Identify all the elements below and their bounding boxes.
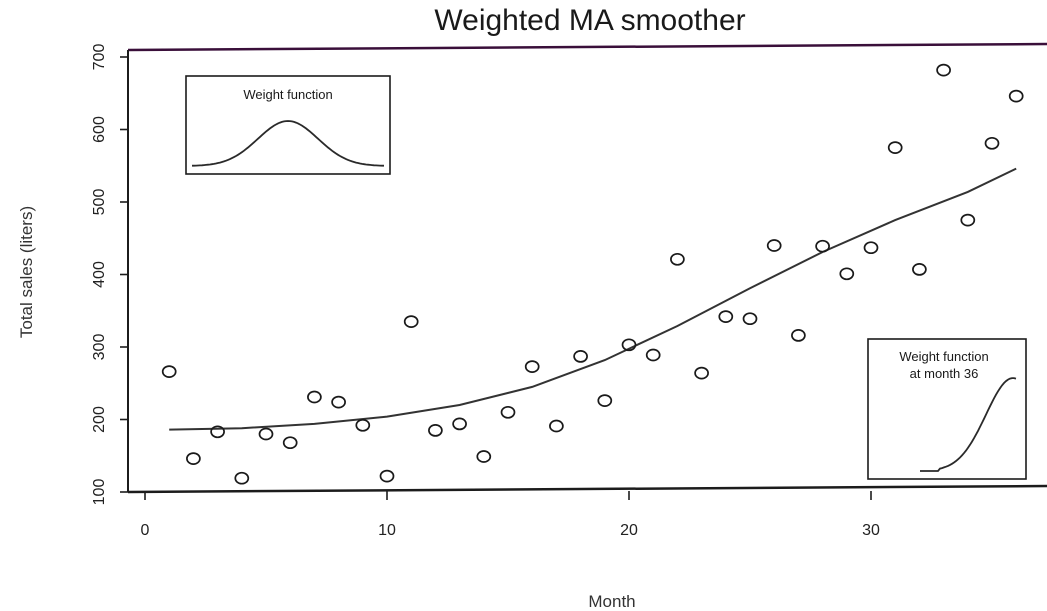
y-axis-ticks: 100 200 300 400 500 600 700 <box>91 44 128 506</box>
plot-area <box>127 42 1047 494</box>
smoother-series <box>169 167 1017 431</box>
data-point <box>670 252 685 266</box>
month36-weight-inset: Weight function at month 36 <box>867 338 1027 480</box>
x-tick-label: 30 <box>862 522 880 539</box>
inset-frame <box>185 75 391 175</box>
x-tick-label: 20 <box>620 522 638 539</box>
data-point <box>331 395 346 409</box>
y-tick-label: 600 <box>91 116 108 143</box>
chart-title: Weighted MA smoother <box>434 4 745 37</box>
data-point <box>984 136 1000 150</box>
y-tick-label: 500 <box>91 189 108 216</box>
x-tick-label: 10 <box>378 522 396 539</box>
data-point <box>573 350 588 363</box>
data-point <box>549 419 564 433</box>
data-point <box>1008 89 1024 103</box>
y-tick-label: 200 <box>91 406 108 433</box>
data-point <box>234 471 250 485</box>
y-tick-label: 700 <box>91 44 108 71</box>
smoother-line <box>169 167 1017 431</box>
data-point <box>766 239 782 252</box>
x-tick-label: 0 <box>141 522 150 539</box>
data-point <box>210 425 225 439</box>
data-point <box>815 239 830 253</box>
data-point <box>524 360 540 373</box>
data-point <box>839 267 855 281</box>
data-point <box>863 241 879 255</box>
inset-title: Weight function <box>243 87 332 102</box>
data-point <box>645 348 661 362</box>
y-axis-label: Total sales (liters) <box>17 206 36 338</box>
data-point <box>403 315 419 328</box>
data-point <box>500 405 516 419</box>
data-point <box>912 263 927 276</box>
data-point <box>355 418 371 432</box>
data-point <box>161 365 177 378</box>
y-tick-label: 400 <box>91 261 108 288</box>
weight-function-inset: Weight function <box>185 75 391 175</box>
data-point <box>282 436 298 450</box>
sales-points-series <box>161 63 1024 485</box>
data-point <box>186 452 201 465</box>
data-point <box>887 141 903 154</box>
data-point <box>742 312 758 326</box>
data-point <box>936 63 951 77</box>
data-point <box>307 390 322 404</box>
plot-bottom-border <box>127 484 1047 494</box>
y-tick-label: 300 <box>91 334 108 361</box>
data-point <box>258 427 274 441</box>
data-point <box>476 450 492 463</box>
data-point <box>452 417 467 431</box>
half-bell-weight-curve <box>920 377 1017 472</box>
bell-weight-curve <box>192 120 384 167</box>
x-axis-label: Month <box>588 592 635 611</box>
inset-title-line-2: at month 36 <box>910 366 979 381</box>
inset-title-line-1: Weight function <box>899 349 988 364</box>
y-tick-label: 100 <box>91 479 108 506</box>
data-point <box>791 329 806 342</box>
inset-frame <box>867 338 1027 480</box>
data-point <box>621 338 637 352</box>
data-point <box>718 310 734 323</box>
data-point <box>597 394 613 407</box>
data-point <box>428 424 443 437</box>
data-point <box>694 366 709 380</box>
plot-top-border <box>127 42 1047 52</box>
x-axis-ticks: 0 10 20 30 <box>141 491 880 539</box>
data-point <box>379 469 395 483</box>
data-point <box>960 213 976 227</box>
